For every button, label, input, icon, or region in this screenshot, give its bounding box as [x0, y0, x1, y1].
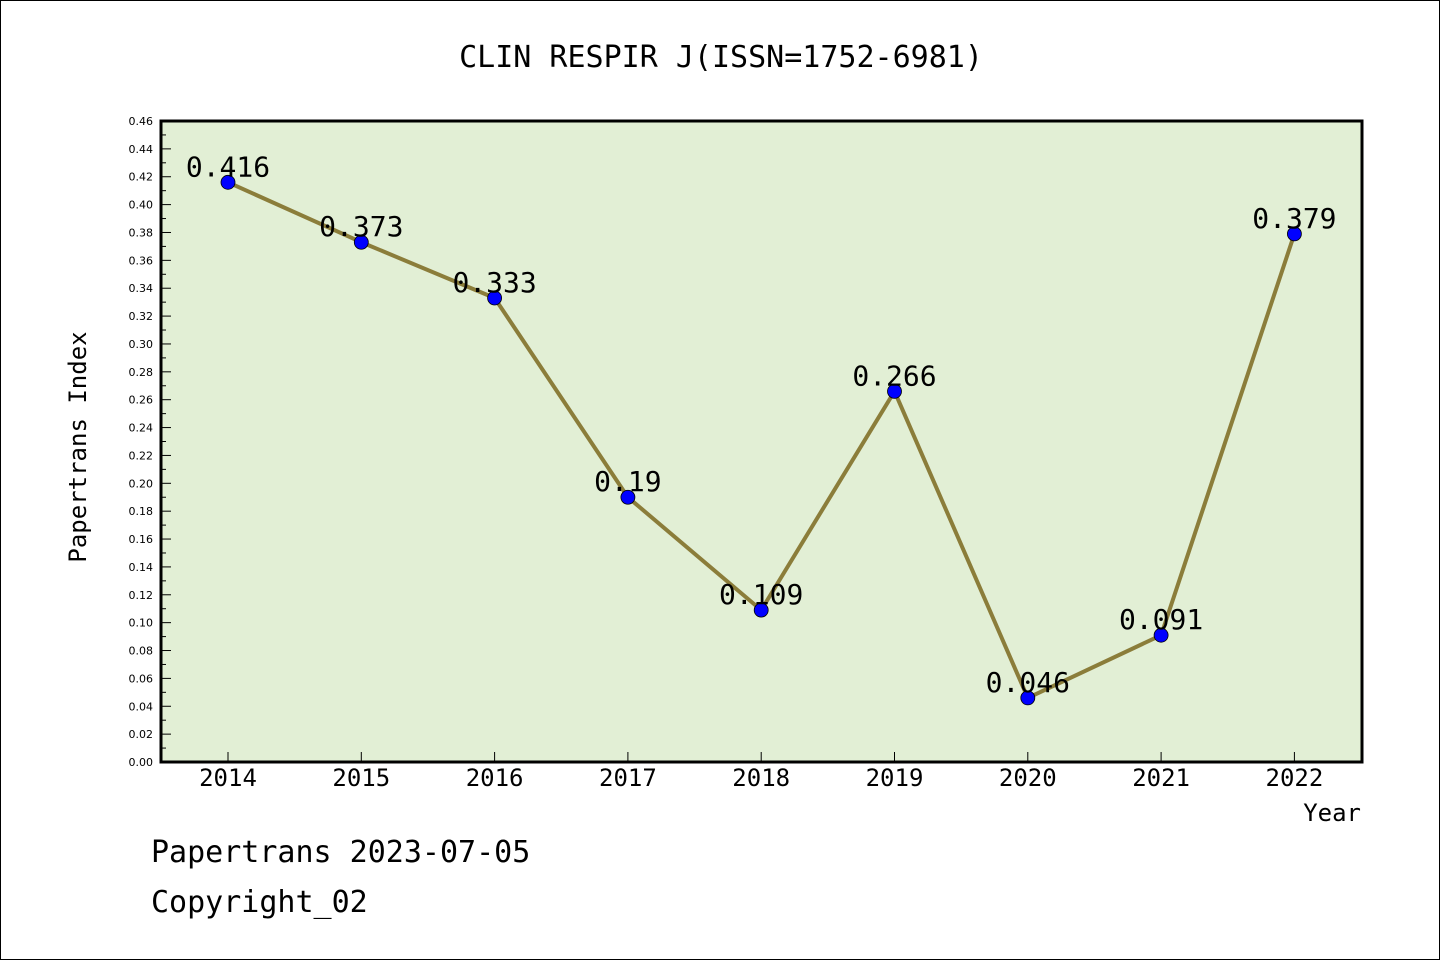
data-point-2016: [487, 290, 503, 306]
y-tick-label: 0.02: [129, 728, 154, 741]
y-tick-label: 0.06: [129, 672, 154, 685]
y-tick-label: 0.32: [129, 310, 154, 323]
y-axis-ticks: 0.00 0.02 0.04 0.06 0.08 0.10 0.12 0.14 0.16 0.18…: [129, 115, 171, 769]
y-tick-label: 0.42: [129, 171, 154, 184]
x-tick-label: 2020: [999, 764, 1057, 792]
x-tick-label: 2017: [599, 764, 657, 792]
data-label-2021: 0.091: [1119, 603, 1203, 636]
x-tick-label: 2018: [732, 764, 790, 792]
y-tick-label: 0.26: [129, 394, 154, 407]
x-tick-label: 2014: [199, 764, 257, 792]
y-tick-label: 0.46: [129, 115, 154, 128]
chart-title: CLIN RESPIR J(ISSN=1752-6981): [459, 40, 983, 75]
x-tick-label: 2021: [1132, 764, 1190, 792]
plot-border: [159, 119, 1364, 764]
data-point-2019: [887, 383, 902, 399]
y-tick-label: 0.40: [129, 199, 154, 212]
y-tick-label: 0.14: [129, 561, 154, 574]
y-tick-label: 0.30: [129, 338, 154, 351]
y-tick-label: 0.08: [129, 645, 154, 658]
y-tick-label: 0.36: [129, 254, 154, 267]
y-tick-label: 0.24: [129, 422, 154, 435]
data-point-2022: [1287, 226, 1302, 242]
x-tick-label: 2016: [466, 764, 524, 792]
x-axis-label: Year: [1303, 799, 1361, 827]
y-tick-label: 0.34: [129, 282, 154, 295]
y-tick-label: 0.04: [129, 700, 154, 713]
y-tick-label: 0.12: [129, 589, 154, 602]
data-label-2018: 0.109: [719, 578, 803, 611]
data-point-2020: [1020, 690, 1036, 706]
y-tick-label: 0.10: [129, 617, 154, 630]
y-tick-label: 0.20: [129, 477, 154, 490]
data-label-2022: 0.379: [1252, 202, 1336, 235]
plot-area: [161, 121, 1362, 762]
data-markers: [220, 174, 1302, 706]
x-axis-ticks: 2014 2015 2016 2017 2018 2019 2020 2021 2022: [199, 752, 1323, 792]
y-tick-label: 0.18: [129, 505, 154, 518]
data-label-2017: 0.19: [594, 465, 661, 498]
data-label-2020: 0.046: [986, 666, 1070, 699]
data-point-2017: [620, 489, 636, 505]
footer-date: Papertrans 2023-07-05: [151, 835, 531, 870]
y-tick-label: 0.44: [129, 143, 154, 156]
data-point-2015: [353, 234, 369, 250]
x-tick-label: 2019: [866, 764, 924, 792]
data-label-2014: 0.416: [186, 150, 270, 183]
data-label-2015: 0.373: [319, 210, 403, 243]
y-axis-label: Papertrans Index: [64, 331, 92, 562]
y-tick-label: 0.28: [129, 366, 154, 379]
data-labels: 0.416 0.373 0.333 0.19 0.109 0.266 0.046 0.091 0…: [186, 150, 1337, 699]
y-tick-label: 0.22: [129, 449, 154, 462]
data-point-2021: [1153, 627, 1169, 643]
x-tick-label: 2015: [332, 764, 390, 792]
y-tick-label: 0.16: [129, 533, 154, 546]
data-point-2014: [220, 174, 236, 190]
data-label-2016: 0.333: [452, 266, 536, 299]
y-tick-label: 0.38: [129, 226, 154, 239]
x-tick-label: 2022: [1266, 764, 1324, 792]
footer-copyright: Copyright_02: [151, 885, 368, 920]
data-label-2019: 0.266: [852, 359, 936, 392]
y-tick-label: 0.00: [129, 756, 154, 769]
data-point-2018: [753, 602, 769, 618]
